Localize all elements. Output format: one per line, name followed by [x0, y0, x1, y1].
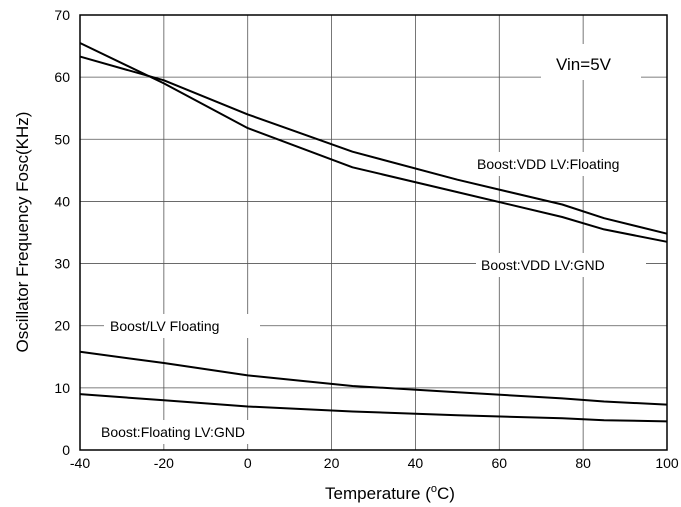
x-tick-label: 100 [655, 455, 679, 471]
x-tick-label: 20 [324, 455, 340, 471]
y-tick-label: 0 [62, 442, 70, 458]
x-tick-label: 0 [244, 455, 252, 471]
x-tick-label: 80 [575, 455, 591, 471]
x-tick-label: -20 [154, 455, 174, 471]
x-axis-title-unit: C) [437, 484, 455, 503]
series-label-bg [472, 152, 662, 176]
series-label-bg [96, 420, 312, 444]
condition-label-bg [541, 44, 641, 80]
series-line-3 [79, 350, 668, 406]
x-axis-title: Temperature (oC) [325, 483, 455, 503]
y-tick-label: 20 [54, 318, 70, 334]
y-tick-label: 70 [54, 7, 70, 23]
series-line-2 [79, 42, 668, 243]
x-axis-title-main: Temperature ( [325, 484, 431, 503]
x-tick-label: 60 [491, 455, 507, 471]
series-line-1 [79, 55, 668, 235]
series-label-vdd-gnd: Boost:VDD LV:GND [481, 257, 605, 273]
series-label-vdd-floating: Boost:VDD LV:Floating [477, 156, 619, 172]
tick-labels: -40 -20 0 20 40 60 80 100 0 10 20 30 40 50 60 70 [54, 7, 678, 471]
plot-frame [79, 14, 668, 451]
series-line-4 [79, 393, 668, 423]
condition-label: Vin=5V [556, 55, 612, 74]
y-tick-label: 30 [54, 256, 70, 272]
x-tick-label: -40 [70, 455, 90, 471]
series-label-bg [476, 253, 646, 277]
y-axis-title: Oscillator Frequency Fosc(KHz) [13, 112, 32, 353]
series-label-floating-lv-gnd: Boost:Floating LV:GND [101, 424, 245, 440]
y-tick-label: 60 [54, 69, 70, 85]
series-label-lv-floating: Boost/LV Floating [110, 318, 219, 334]
x-tick-label: 40 [408, 455, 424, 471]
y-tick-label: 40 [54, 193, 70, 209]
series-lines [79, 42, 668, 423]
series-label-bg [104, 314, 260, 338]
y-tick-label: 10 [54, 380, 70, 396]
y-tick-label: 50 [54, 131, 70, 147]
x-axis-title-sup: o [431, 483, 437, 495]
